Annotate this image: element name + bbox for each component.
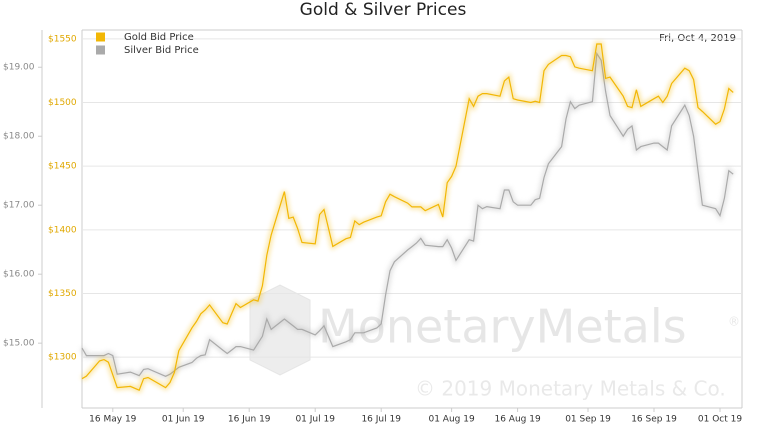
x-tick-label: 16 Aug 19 xyxy=(494,415,540,425)
legend-label: Gold Bid Price xyxy=(124,32,194,43)
x-tick-label: 01 Jul 19 xyxy=(295,415,335,425)
series-group xyxy=(79,45,735,380)
y-tick-label: $1550 xyxy=(48,34,77,44)
watermark-text: MonetaryMetals xyxy=(318,300,687,354)
watermark-mark: ® xyxy=(728,315,740,329)
series-line xyxy=(81,43,734,391)
y2-tick-label: $18.00 xyxy=(3,132,35,142)
legend-swatch xyxy=(96,32,105,42)
legend-label: Silver Bid Price xyxy=(124,45,199,56)
watermark-logo xyxy=(249,284,311,376)
y2-tick-label: $15.00 xyxy=(3,339,35,349)
x-tick-label: 16 Sep 19 xyxy=(631,415,677,425)
legend-swatch xyxy=(96,45,105,55)
series-group xyxy=(80,41,735,394)
series-line xyxy=(81,51,734,377)
copyright: © 2019 Monetary Metals & Co. xyxy=(415,377,726,401)
y2-tick-label: $16.00 xyxy=(3,270,35,280)
x-tick-label: 16 May 19 xyxy=(89,415,137,425)
y2-tick-label: $17.00 xyxy=(3,201,35,211)
x-tick-label: 01 Aug 19 xyxy=(428,415,474,425)
watermark: MonetaryMetals ® © 2019 Monetary Metals … xyxy=(249,284,740,401)
y-tick-label: $1400 xyxy=(48,225,77,235)
x-tick-label: 01 Jun 19 xyxy=(162,415,205,425)
y-tick-label: $1350 xyxy=(48,289,77,299)
y-tick-label: $1500 xyxy=(48,98,77,108)
x-tick-label: 01 Sep 19 xyxy=(565,415,611,425)
x-tick-label: 16 Jul 19 xyxy=(361,415,401,425)
x-tick-label: 01 Oct 19 xyxy=(698,415,742,425)
y-tick-label: $1450 xyxy=(48,162,77,172)
x-tick-label: 16 Jun 19 xyxy=(228,415,271,425)
y-tick-label: $1300 xyxy=(48,353,77,363)
chart-title: Gold & Silver Prices xyxy=(300,0,467,20)
y2-tick-label: $19.00 xyxy=(3,63,35,73)
